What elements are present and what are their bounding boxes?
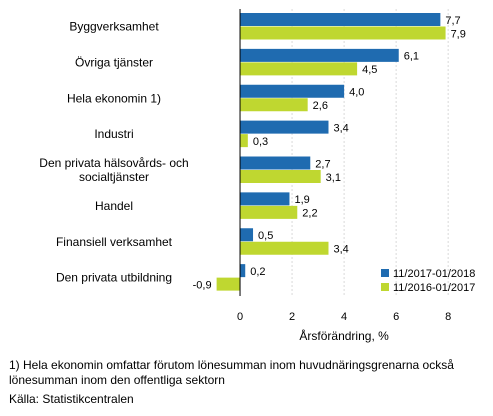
x-tick-label: 0 — [237, 311, 243, 323]
category-label: Hela ekonomin 1) — [67, 91, 161, 105]
bar — [240, 134, 248, 148]
value-label: 0,2 — [250, 266, 265, 278]
bar — [240, 13, 441, 26]
legend-label: 11/2017-01/2018 — [393, 268, 475, 280]
value-label: 3,4 — [333, 244, 348, 256]
x-tick-label: 8 — [445, 311, 451, 323]
value-label: 4,0 — [349, 87, 364, 99]
value-label: -0,9 — [193, 279, 212, 291]
value-label: 1,9 — [294, 194, 309, 206]
category-label: socialtjänster — [79, 170, 149, 184]
value-label: 3,1 — [326, 172, 341, 184]
value-label: 2,2 — [302, 208, 317, 220]
bar — [240, 205, 298, 219]
bar-chart: Byggverksamhet Övriga tjänster Hela ekonom… — [39, 9, 475, 343]
x-tick-label: 4 — [341, 311, 347, 323]
value-label: 0,3 — [253, 136, 268, 148]
bar — [240, 170, 321, 183]
bar — [240, 264, 246, 278]
value-label: 6,1 — [404, 51, 419, 63]
value-label: 2,6 — [313, 100, 328, 112]
value-label: 7,7 — [445, 15, 460, 27]
value-label: 7,9 — [451, 28, 466, 40]
bar — [240, 84, 345, 98]
bar — [240, 192, 290, 206]
x-axis-title: Årsförändring, % — [299, 328, 389, 343]
legend: 11/2017-01/2018 11/2016-01/2017 — [381, 268, 475, 294]
legend-swatch — [381, 269, 389, 277]
value-label: 4,5 — [362, 64, 377, 76]
bar — [216, 277, 241, 291]
category-label: Handel — [95, 199, 133, 213]
category-label: Industri — [94, 127, 133, 141]
bar — [240, 120, 329, 134]
x-tick-labels: 0 2 4 6 8 — [237, 311, 451, 323]
value-label: 0,5 — [258, 230, 273, 242]
footnote: 1) Hela ekonomin omfattar förutom lönesu… — [9, 358, 454, 387]
category-label: Den privata utbildning — [56, 271, 172, 285]
value-label: 3,4 — [333, 122, 348, 134]
legend-swatch — [381, 283, 389, 291]
legend-label: 11/2016-01/2017 — [393, 282, 475, 294]
category-label: Övriga tjänster — [75, 55, 153, 69]
category-label: Finansiell verksamhet — [56, 235, 173, 249]
category-labels: Byggverksamhet Övriga tjänster Hela ekonom… — [39, 20, 188, 285]
category-label: Den privata hälsovårds- och — [39, 156, 188, 170]
bar — [240, 98, 308, 112]
source-note: Källa: Statistikcentralen — [9, 392, 134, 406]
bar — [240, 26, 446, 40]
value-labels: 7,77,9 6,1 4,5 4,0 2,6 3,4 0,3 2,7 3,1 1,9 2,2 0,5 3… — [193, 15, 466, 292]
x-tick-label: 2 — [289, 311, 295, 323]
value-label: 2,7 — [315, 158, 330, 170]
x-tick-label: 6 — [393, 311, 399, 323]
category-label: Byggverksamhet — [69, 20, 159, 34]
bar — [240, 156, 311, 170]
bar — [240, 241, 329, 255]
bar — [240, 62, 358, 76]
bar — [240, 228, 254, 242]
bars — [216, 13, 446, 291]
bar — [240, 48, 399, 62]
